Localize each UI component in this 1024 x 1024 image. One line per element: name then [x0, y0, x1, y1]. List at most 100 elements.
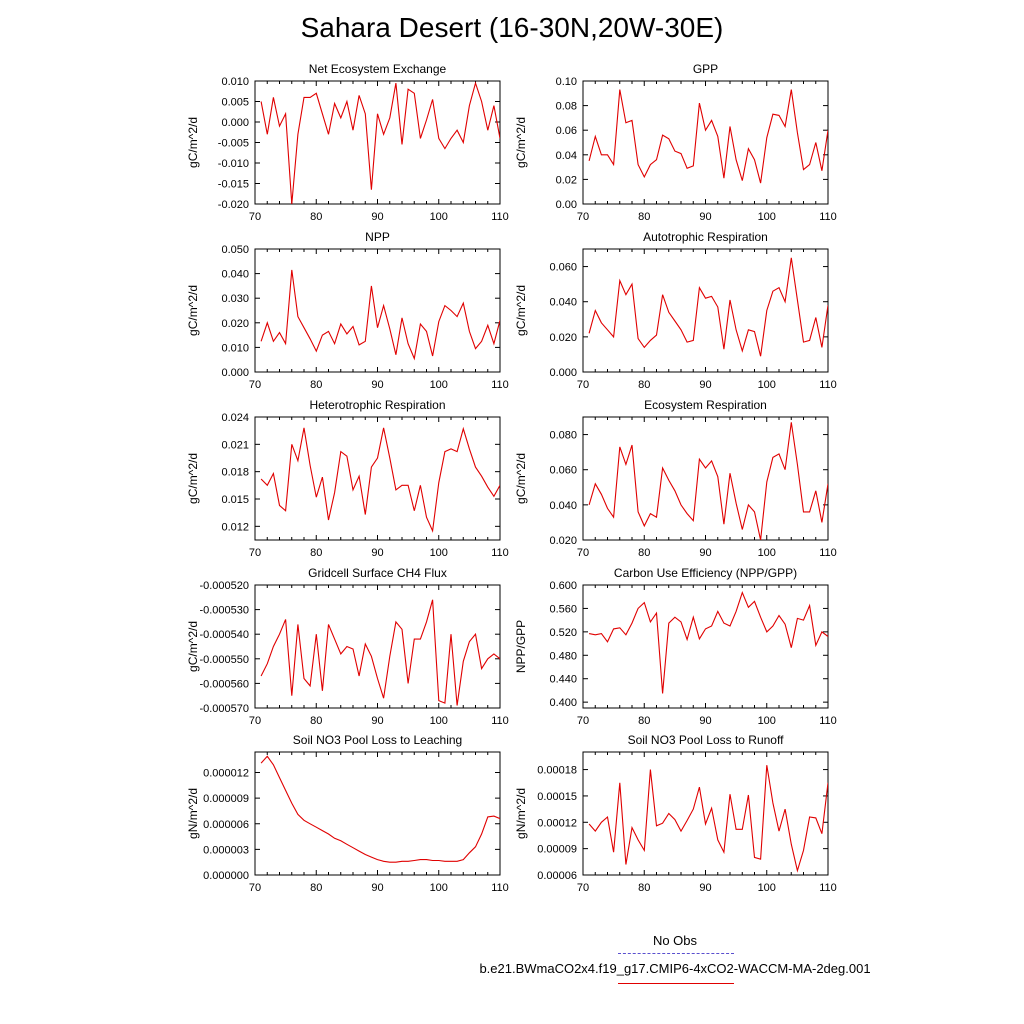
chart-ecosystem-respiration-xtick-label: 90	[699, 547, 711, 559]
chart-net-ecosystem-exchange-series-line	[260, 81, 500, 204]
chart-npp-xtick-label: 70	[249, 379, 261, 391]
chart-soil-no3-pool-loss-to-leaching-ytick-label: 0.000012	[203, 768, 249, 780]
chart-heterotrophic-respiration-ytick-label: 0.012	[221, 521, 249, 533]
chart-ecosystem-respiration-ytick-label: 0.080	[549, 430, 577, 442]
chart-gpp-ytick-label: 0.04	[556, 150, 577, 162]
chart-carbon-use-efficiency-npp-gpp-series-line	[588, 591, 828, 694]
chart-ecosystem-respiration-ylabel: gC/m^2/d	[514, 453, 528, 504]
chart-autotrophic-respiration-xtick-label: 90	[699, 379, 711, 391]
chart-npp-ytick-label: 0.040	[221, 269, 249, 281]
chart-autotrophic-respiration-xtick-label: 110	[819, 379, 837, 391]
chart-npp-ytick-label: 0.010	[221, 342, 249, 354]
chart-gpp-frame	[582, 80, 829, 205]
chart-gpp-ytick-label: 0.02	[556, 174, 577, 186]
chart-net-ecosystem-exchange-ytick-label: 0.005	[221, 97, 249, 109]
chart-net-ecosystem-exchange-ylabel: gC/m^2/d	[186, 117, 200, 168]
chart-net-ecosystem-exchange-xtick-label: 90	[371, 211, 383, 223]
chart-gpp-series-line	[588, 89, 828, 184]
chart-heterotrophic-respiration-ylabel: gC/m^2/d	[186, 453, 200, 504]
chart-gpp-ylabel: gC/m^2/d	[514, 117, 528, 168]
chart-gpp-ytick-label: 0.00	[556, 199, 577, 211]
chart-gridcell-surface-ch4-flux-ytick-label: -0.000540	[199, 629, 249, 641]
chart-net-ecosystem-exchange-title: Net Ecosystem Exchange	[309, 62, 447, 76]
chart-heterotrophic-respiration-xtick-label: 90	[371, 547, 383, 559]
chart-heterotrophic-respiration-series-line	[260, 426, 500, 533]
chart-net-ecosystem-exchange-ytick-label: -0.010	[218, 158, 249, 170]
chart-gridcell-surface-ch4-flux-ytick-label: -0.000520	[199, 580, 249, 592]
legend-run-label: b.e21.BWmaCO2x4.f19_g17.CMIP6-4xCO2-WACC…	[479, 961, 871, 976]
chart-heterotrophic-respiration-xtick-label: 110	[491, 547, 509, 559]
chart-gridcell-surface-ch4-flux: Gridcell Surface CH4 Flux gC/m^2/d 70 80 90 1…	[186, 566, 509, 727]
chart-heterotrophic-respiration: Heterotrophic Respiration gC/m^2/d 70 80 90 1…	[186, 398, 509, 559]
chart-autotrophic-respiration-series-line	[588, 257, 828, 357]
chart-carbon-use-efficiency-npp-gpp-ytick-label: 0.480	[549, 650, 577, 662]
chart-soil-no3-pool-loss-to-runoff-ylabel: gN/m^2/d	[514, 788, 528, 839]
chart-autotrophic-respiration-ytick-label: 0.020	[549, 332, 577, 344]
chart-soil-no3-pool-loss-to-runoff-xtick-label: 90	[699, 882, 711, 894]
chart-autotrophic-respiration-ytick-label: 0.000	[549, 367, 577, 379]
chart-soil-no3-pool-loss-to-runoff-xtick-label: 80	[638, 882, 650, 894]
chart-carbon-use-efficiency-npp-gpp-xtick-label: 80	[638, 715, 650, 727]
chart-soil-no3-pool-loss-to-leaching-xtick-label: 80	[310, 882, 322, 894]
chart-npp-ytick-label: 0.020	[221, 318, 249, 330]
chart-soil-no3-pool-loss-to-leaching-ytick-label: 0.000003	[203, 844, 249, 856]
chart-gpp-xtick-label: 70	[577, 211, 589, 223]
chart-carbon-use-efficiency-npp-gpp-ytick-label: 0.520	[549, 627, 577, 639]
chart-gpp-ytick-label: 0.08	[556, 101, 577, 113]
chart-npp-xtick-label: 90	[371, 379, 383, 391]
chart-carbon-use-efficiency-npp-gpp-ylabel: NPP/GPP	[514, 620, 528, 673]
chart-soil-no3-pool-loss-to-runoff-xtick-label: 100	[758, 882, 776, 894]
chart-gridcell-surface-ch4-flux-ylabel: gC/m^2/d	[186, 621, 200, 672]
chart-npp-xtick-label: 110	[491, 379, 509, 391]
chart-ecosystem-respiration-ytick-label: 0.020	[549, 535, 577, 547]
chart-npp-xtick-label: 100	[430, 379, 448, 391]
chart-gridcell-surface-ch4-flux-xtick-label: 90	[371, 715, 383, 727]
chart-soil-no3-pool-loss-to-runoff-ytick-label: 0.00009	[537, 844, 577, 856]
chart-ecosystem-respiration-xtick-label: 70	[577, 547, 589, 559]
chart-gpp-ytick-label: 0.10	[556, 76, 577, 88]
chart-carbon-use-efficiency-npp-gpp-xtick-label: 90	[699, 715, 711, 727]
chart-npp-xtick-label: 80	[310, 379, 322, 391]
chart-carbon-use-efficiency-npp-gpp-xtick-label: 70	[577, 715, 589, 727]
chart-carbon-use-efficiency-npp-gpp-ytick-label: 0.440	[549, 674, 577, 686]
chart-soil-no3-pool-loss-to-leaching-xtick-label: 90	[371, 882, 383, 894]
chart-gpp-title: GPP	[693, 62, 718, 76]
chart-ecosystem-respiration-frame	[582, 416, 829, 541]
chart-soil-no3-pool-loss-to-leaching-xtick-label: 70	[249, 882, 261, 894]
chart-heterotrophic-respiration-ytick-label: 0.024	[221, 412, 249, 424]
chart-npp-frame	[254, 248, 501, 373]
chart-gridcell-surface-ch4-flux-title: Gridcell Surface CH4 Flux	[308, 566, 447, 580]
chart-autotrophic-respiration-frame	[582, 248, 829, 373]
chart-soil-no3-pool-loss-to-runoff-series-line	[588, 765, 828, 873]
chart-soil-no3-pool-loss-to-leaching-xtick-label: 110	[491, 882, 509, 894]
chart-net-ecosystem-exchange-ytick-label: 0.000	[221, 117, 249, 129]
chart-net-ecosystem-exchange: Net Ecosystem Exchange gC/m^2/d 70 80 90 100 1…	[186, 62, 509, 223]
chart-heterotrophic-respiration-ytick-label: 0.015	[221, 494, 249, 506]
chart-npp-series-line	[260, 269, 500, 361]
chart-soil-no3-pool-loss-to-runoff-frame	[582, 751, 829, 876]
chart-npp-ytick-label: 0.000	[221, 367, 249, 379]
chart-gridcell-surface-ch4-flux-xtick-label: 110	[491, 715, 509, 727]
chart-heterotrophic-respiration-ytick-label: 0.021	[221, 439, 249, 451]
chart-soil-no3-pool-loss-to-runoff-ytick-label: 0.00012	[537, 817, 577, 829]
chart-heterotrophic-respiration-xtick-label: 70	[249, 547, 261, 559]
legend-obs-label: No Obs	[652, 933, 698, 948]
chart-soil-no3-pool-loss-to-leaching: Soil NO3 Pool Loss to Leaching gN/m^2/d 70…	[186, 733, 509, 894]
chart-soil-no3-pool-loss-to-leaching-frame	[254, 751, 501, 876]
chart-ecosystem-respiration-ytick-label: 0.040	[549, 500, 577, 512]
chart-net-ecosystem-exchange-ytick-label: 0.010	[221, 76, 249, 88]
chart-soil-no3-pool-loss-to-runoff-ytick-label: 0.00018	[537, 765, 577, 777]
chart-soil-no3-pool-loss-to-runoff-ytick-label: 0.00006	[537, 870, 577, 882]
chart-carbon-use-efficiency-npp-gpp: Carbon Use Efficiency (NPP/GPP) NPP/GPP 70…	[514, 566, 837, 727]
chart-carbon-use-efficiency-npp-gpp-xtick-label: 100	[758, 715, 776, 727]
chart-gridcell-surface-ch4-flux-xtick-label: 100	[430, 715, 448, 727]
chart-ecosystem-respiration-xtick-label: 110	[819, 547, 837, 559]
chart-soil-no3-pool-loss-to-runoff: Soil NO3 Pool Loss to Runoff gN/m^2/d 70 80…	[514, 733, 837, 894]
chart-autotrophic-respiration-ytick-label: 0.040	[549, 297, 577, 309]
chart-net-ecosystem-exchange-ytick-label: -0.020	[218, 199, 249, 211]
chart-autotrophic-respiration-xtick-label: 70	[577, 379, 589, 391]
chart-gridcell-surface-ch4-flux-xtick-label: 70	[249, 715, 261, 727]
chart-npp-ytick-label: 0.030	[221, 293, 249, 305]
chart-carbon-use-efficiency-npp-gpp-ytick-label: 0.600	[549, 580, 577, 592]
